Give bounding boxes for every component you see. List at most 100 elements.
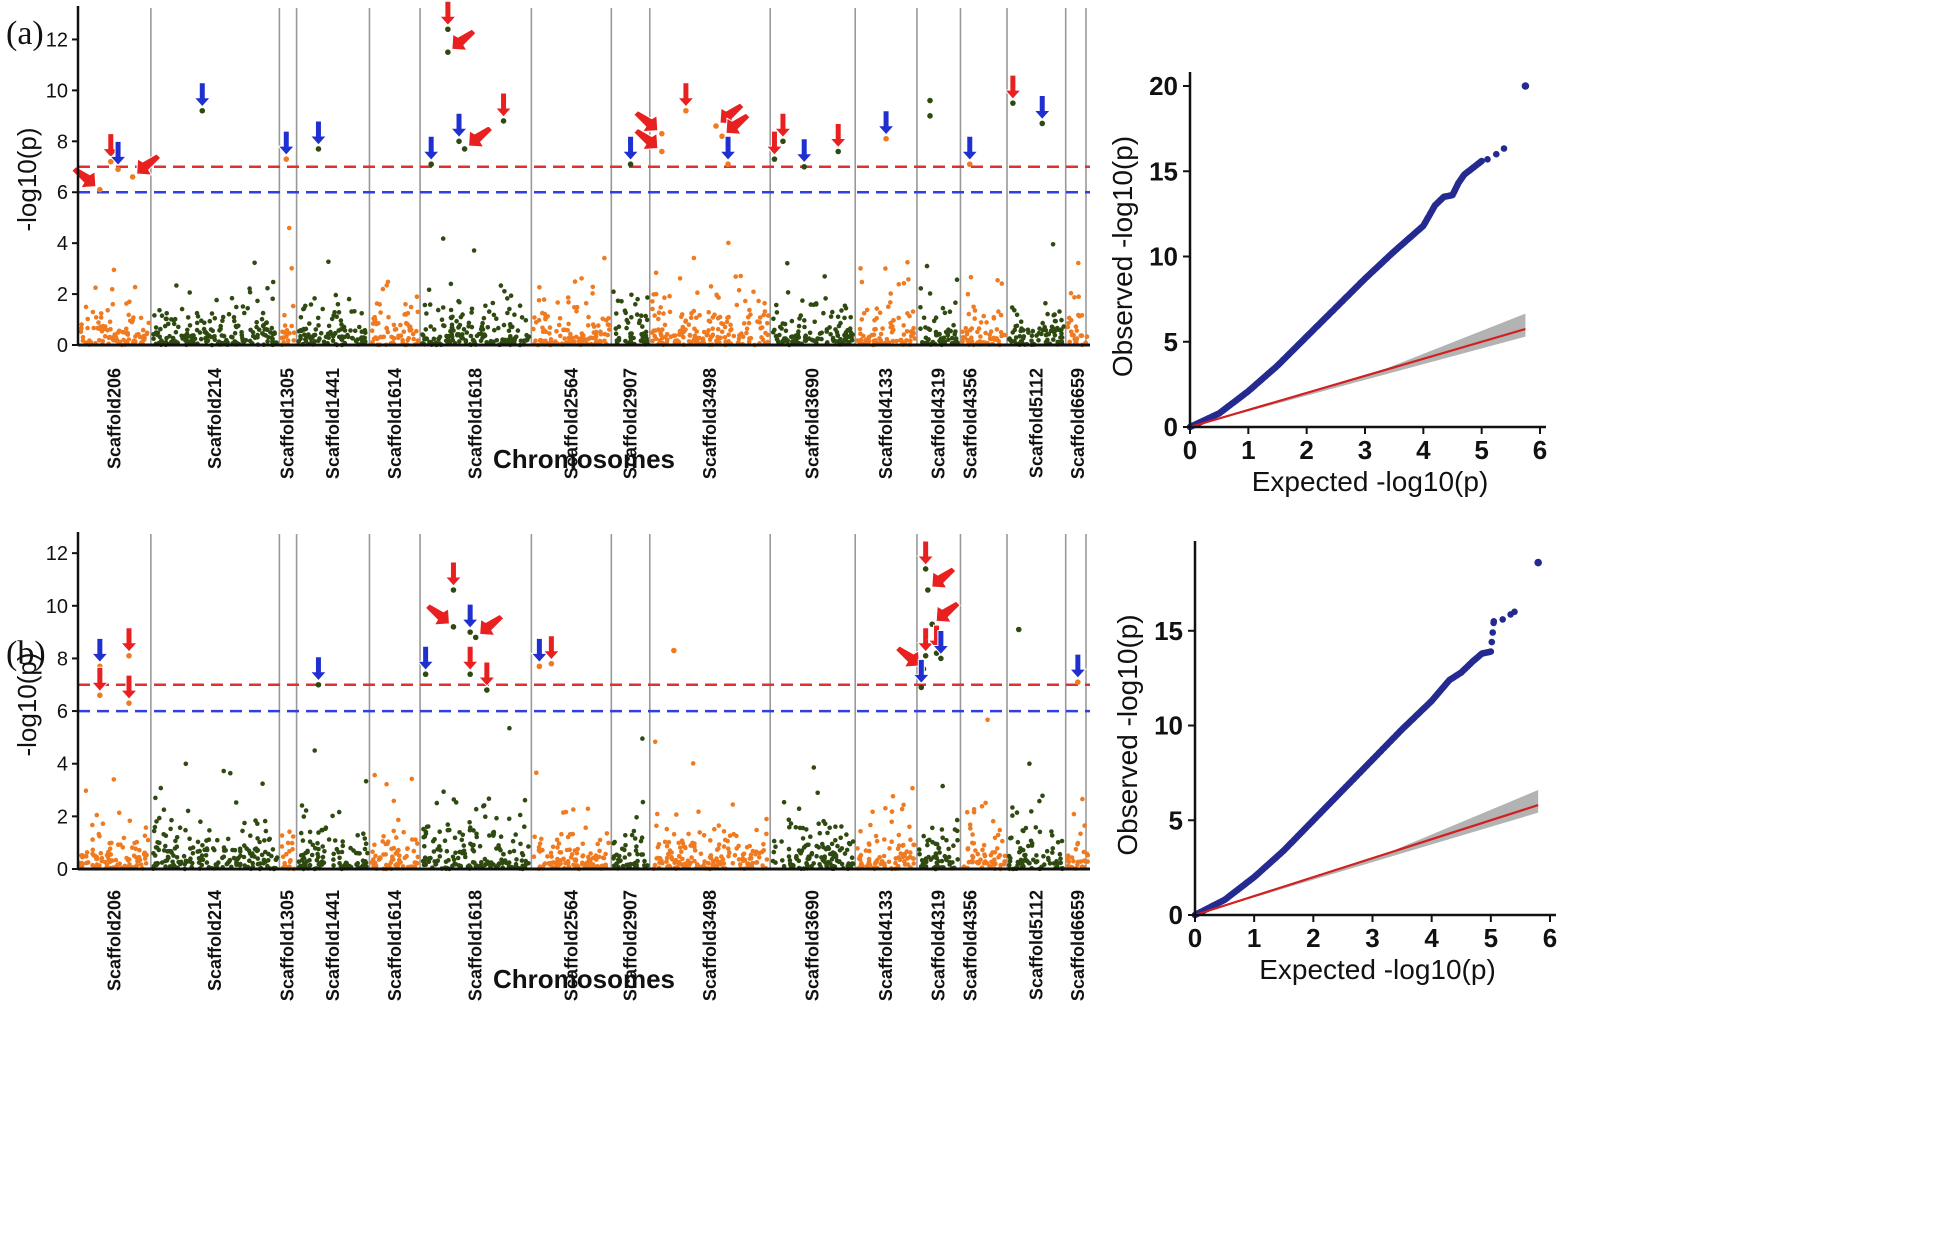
snp-point [750, 848, 756, 854]
snp-point [386, 314, 391, 320]
snp-point [830, 309, 835, 315]
significant-snp [445, 26, 451, 33]
snp-point [796, 858, 802, 864]
snp-point [889, 839, 894, 844]
snp-point [692, 858, 697, 864]
arrow-down [444, 561, 463, 587]
snp-point [658, 305, 663, 310]
snp-point [606, 840, 611, 846]
snp-point [917, 851, 922, 857]
snp-point [314, 857, 320, 863]
snp-point [762, 300, 767, 306]
snp-point [829, 841, 835, 847]
snp-point [445, 822, 451, 827]
snp-point [505, 310, 510, 316]
snp-point [759, 335, 764, 340]
snp-point [263, 828, 269, 834]
snp-point [664, 855, 670, 861]
snp-point [1059, 838, 1065, 844]
snp-point [698, 851, 704, 857]
snp-point [169, 317, 174, 322]
snp-point [603, 862, 608, 868]
snp-point [717, 861, 722, 866]
arrow-marker [477, 661, 496, 687]
snp-point [968, 274, 974, 280]
snp-point [220, 318, 225, 324]
snp-point [427, 302, 433, 307]
arrow-marker [424, 603, 450, 626]
arrow-marker [765, 130, 784, 156]
snp-point [811, 765, 817, 770]
snp-point [539, 338, 545, 344]
snp-point [384, 283, 390, 288]
snp-point [169, 850, 174, 855]
snp-point [664, 843, 670, 849]
snp-point [724, 319, 730, 325]
snp-point [905, 862, 911, 867]
snp-point [864, 307, 870, 313]
snp-point [173, 838, 178, 844]
snp-point [1037, 829, 1043, 835]
snp-point [1002, 859, 1007, 864]
snp-point [214, 862, 220, 867]
snp-point [483, 814, 488, 819]
snp-point [405, 846, 410, 851]
snp-point [844, 832, 849, 837]
snp-point [847, 841, 853, 847]
significant-snp [467, 671, 473, 678]
significant-snp [925, 587, 931, 593]
snp-point [981, 860, 987, 866]
snp-point [502, 289, 507, 294]
x-tick-label: 0 [1183, 435, 1197, 465]
snp-point [921, 315, 927, 321]
snp-point [825, 830, 830, 836]
snp-point [779, 839, 784, 844]
snp-point [811, 302, 816, 308]
snp-point [1049, 833, 1055, 838]
snp-point [629, 292, 634, 298]
snp-point [811, 338, 816, 343]
snp-point [108, 326, 113, 332]
snp-point [94, 862, 100, 867]
snp-point [574, 309, 579, 314]
snp-point [491, 862, 496, 867]
snp-point [470, 337, 476, 343]
snp-point [345, 332, 350, 338]
snp-point [154, 819, 159, 824]
snp-point [783, 338, 788, 344]
snp-point [954, 277, 960, 283]
snp-point [873, 326, 878, 332]
snp-point [824, 329, 829, 334]
snp-point [622, 308, 628, 314]
snp-point [426, 287, 432, 293]
arrow-marker [773, 112, 793, 139]
snp-point [787, 858, 793, 863]
snp-point [290, 847, 295, 852]
snp-point [153, 845, 159, 850]
snp-point [517, 812, 523, 818]
snp-point [385, 841, 390, 847]
arrow-marker [621, 135, 640, 161]
y-axis-label: Observed -log10(p) [1112, 614, 1143, 855]
snp-point [401, 329, 407, 335]
snp-point [549, 860, 554, 866]
snp-point [514, 334, 519, 340]
snp-point [282, 312, 287, 318]
snp-point [555, 300, 560, 305]
snp-point [456, 324, 462, 330]
snp-point [688, 860, 693, 866]
snp-point [651, 292, 656, 297]
snp-point [474, 863, 480, 868]
snp-point [480, 320, 485, 326]
snp-point [654, 823, 659, 829]
snp-point [706, 310, 711, 315]
scaffold-label: Scaffold4133 [876, 890, 896, 1001]
snp-point [159, 338, 164, 344]
snp-point [428, 855, 433, 861]
snp-point [773, 844, 778, 849]
snp-point [498, 283, 504, 288]
snp-point [988, 336, 994, 342]
snp-point [406, 336, 412, 341]
snp-point [833, 855, 839, 860]
snp-point [334, 846, 340, 852]
